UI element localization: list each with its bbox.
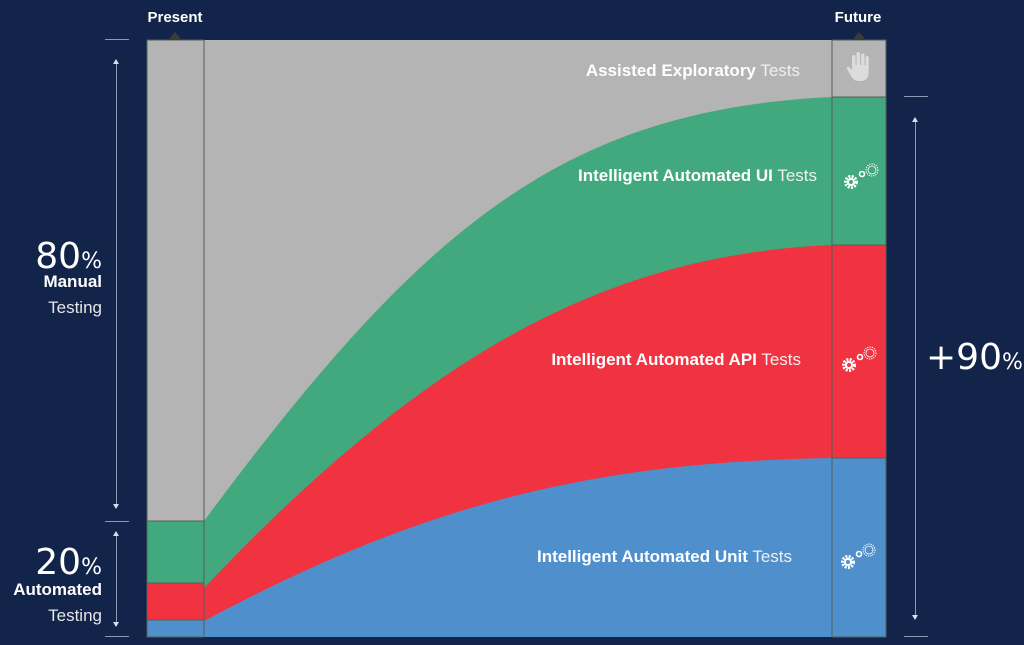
gears-icon: [842, 346, 877, 372]
future-bracket-top: [904, 96, 928, 97]
future-automation-percent: +90%: [926, 337, 1023, 378]
automated-testing-label: Testing: [48, 606, 102, 625]
manual-label: Manual: [43, 272, 102, 291]
arrow-down-icon: [113, 504, 119, 509]
band-unit-tests: [204, 458, 832, 637]
arrow-down-icon: [912, 615, 918, 620]
manual-percent: 80%: [35, 236, 102, 277]
present-column: [146, 39, 205, 638]
hand-icon: [846, 52, 869, 81]
gears-icon: [844, 163, 879, 189]
future-label: Future: [834, 9, 882, 26]
present-marker-icon: [168, 32, 182, 40]
bracket-divider: [105, 521, 129, 522]
automated-percent: 20%: [35, 542, 102, 583]
arrow-up-icon: [113, 531, 119, 536]
band-label-assisted-exploratory: Assisted Exploratory Tests: [585, 61, 800, 80]
future-bracket-line: [915, 118, 916, 618]
band-label-unit-tests: Intelligent Automated Unit Tests: [536, 547, 792, 566]
present-label: Present: [147, 9, 203, 26]
automated-label: Automated: [13, 580, 102, 599]
arrow-down-icon: [113, 622, 119, 627]
band-label-ui-tests: Intelligent Automated UI Tests: [578, 166, 817, 185]
manual-testing-label: Testing: [48, 298, 102, 317]
future-bracket-bottom: [904, 636, 928, 637]
arrow-up-icon: [113, 59, 119, 64]
band-label-api-tests: Intelligent Automated API Tests: [551, 350, 801, 369]
automated-bracket-bottom: [105, 636, 129, 637]
future-column: [831, 39, 887, 638]
arrow-up-icon: [912, 117, 918, 122]
gears-icon: [841, 543, 876, 569]
future-marker-icon: [852, 32, 866, 40]
manual-bracket-top: [105, 39, 129, 40]
automated-bracket-line: [116, 532, 117, 626]
manual-bracket-line: [116, 60, 117, 508]
